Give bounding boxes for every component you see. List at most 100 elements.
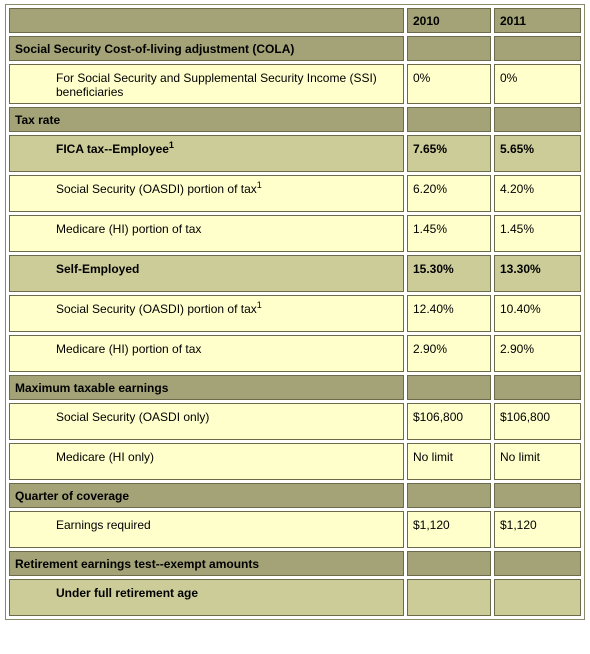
value-cell: [494, 579, 581, 616]
row-label: Social Security (OASDI) portion of tax: [56, 302, 257, 316]
section-blank-cell: [494, 375, 581, 400]
value-cell: $106,800: [407, 403, 491, 440]
section-title: Maximum taxable earnings: [9, 375, 404, 400]
cell-value: 0%: [413, 71, 431, 85]
cell-value: 7.65%: [413, 142, 448, 156]
value-cell: 4.20%: [494, 175, 581, 212]
cell-value: 4.20%: [500, 182, 535, 196]
section-title: Tax rate: [9, 107, 404, 132]
section-blank-cell: [407, 483, 491, 508]
cell-value: $1,120: [413, 518, 450, 532]
cell-value: $106,800: [500, 410, 551, 424]
footnote-marker: 1: [168, 140, 174, 150]
data-row: Social Security (OASDI) portion of tax1 6…: [9, 175, 581, 212]
value-cell: $106,800: [494, 403, 581, 440]
value-cell: 10.40%: [494, 295, 581, 332]
cell-value: 2.90%: [500, 342, 535, 356]
row-label: Medicare (HI) portion of tax: [56, 342, 202, 356]
value-cell: 1.45%: [494, 215, 581, 252]
value-cell: No limit: [494, 443, 581, 480]
section-blank-cell: [407, 375, 491, 400]
section-blank-cell: [494, 36, 581, 61]
section-blank-cell: [494, 107, 581, 132]
cell-value: 12.40%: [413, 302, 454, 316]
section-blank-cell: [407, 107, 491, 132]
row-label-cell: Under full retirement age: [9, 579, 404, 616]
data-row: FICA tax--Employee1 7.65% 5.65%: [9, 135, 581, 172]
value-cell: 0%: [407, 64, 491, 104]
data-row: Under full retirement age: [9, 579, 581, 616]
value-cell: 13.30%: [494, 255, 581, 292]
cell-value: 5.65%: [500, 142, 535, 156]
table-container: 2010 2011 Social Security Cost-of-living a…: [5, 4, 585, 620]
value-cell: No limit: [407, 443, 491, 480]
row-label: Earnings required: [56, 518, 151, 532]
row-label-cell: FICA tax--Employee1: [9, 135, 404, 172]
cell-value: 1.45%: [500, 222, 535, 236]
data-row: Earnings required $1,120 $1,120: [9, 511, 581, 548]
row-label-cell: Self-Employed: [9, 255, 404, 292]
row-label: Under full retirement age: [56, 586, 199, 600]
data-row: Social Security (OASDI only) $106,800 $106…: [9, 403, 581, 440]
row-label: Social Security (OASDI only): [56, 410, 210, 424]
row-label-cell: Social Security (OASDI only): [9, 403, 404, 440]
cell-value: 2.90%: [413, 342, 448, 356]
cell-value: $1,120: [500, 518, 537, 532]
data-row: For Social Security and Supplemental Sec…: [9, 64, 581, 104]
section-blank-cell: [494, 551, 581, 576]
value-cell: $1,120: [494, 511, 581, 548]
section-row: Tax rate: [9, 107, 581, 132]
data-row: Medicare (HI) portion of tax 1.45% 1.45%: [9, 215, 581, 252]
section-row: Maximum taxable earnings: [9, 375, 581, 400]
row-label-cell: For Social Security and Supplemental Sec…: [9, 64, 404, 104]
value-cell: 6.20%: [407, 175, 491, 212]
data-row: Medicare (HI only) No limit No limit: [9, 443, 581, 480]
cell-value: 10.40%: [500, 302, 541, 316]
section-blank-cell: [407, 36, 491, 61]
section-title: Quarter of coverage: [9, 483, 404, 508]
row-label: Medicare (HI) portion of tax: [56, 222, 202, 236]
row-label-cell: Social Security (OASDI) portion of tax1: [9, 295, 404, 332]
cell-value: No limit: [413, 450, 454, 464]
value-cell: 1.45%: [407, 215, 491, 252]
row-label-cell: Earnings required: [9, 511, 404, 548]
section-row: Social Security Cost-of-living adjustmen…: [9, 36, 581, 61]
value-cell: 2.90%: [494, 335, 581, 372]
data-row: Self-Employed 15.30% 13.30%: [9, 255, 581, 292]
cell-value: 13.30%: [500, 262, 541, 276]
data-row: Medicare (HI) portion of tax 2.90% 2.90%: [9, 335, 581, 372]
header-blank-cell: [9, 8, 404, 33]
column-header: 2010: [407, 8, 491, 33]
table-body: 2010 2011 Social Security Cost-of-living a…: [9, 8, 581, 616]
cell-value: No limit: [500, 450, 541, 464]
value-cell: [407, 579, 491, 616]
value-cell: 0%: [494, 64, 581, 104]
row-label-cell: Medicare (HI) portion of tax: [9, 215, 404, 252]
cell-value: 1.45%: [413, 222, 448, 236]
data-table: 2010 2011 Social Security Cost-of-living a…: [5, 4, 585, 620]
section-row: Retirement earnings test--exempt amounts: [9, 551, 581, 576]
row-label-cell: Social Security (OASDI) portion of tax1: [9, 175, 404, 212]
cell-value: $106,800: [413, 410, 464, 424]
section-blank-cell: [407, 551, 491, 576]
row-label-cell: Medicare (HI only): [9, 443, 404, 480]
value-cell: 15.30%: [407, 255, 491, 292]
value-cell: $1,120: [407, 511, 491, 548]
section-title: Retirement earnings test--exempt amounts: [9, 551, 404, 576]
column-header: 2011: [494, 8, 581, 33]
data-row: Social Security (OASDI) portion of tax1 1…: [9, 295, 581, 332]
footnote-marker: 1: [256, 300, 262, 310]
row-label-cell: Medicare (HI) portion of tax: [9, 335, 404, 372]
value-cell: 7.65%: [407, 135, 491, 172]
row-label: Self-Employed: [56, 262, 140, 276]
value-cell: 12.40%: [407, 295, 491, 332]
row-label: Social Security (OASDI) portion of tax: [56, 182, 257, 196]
cell-value: 6.20%: [413, 182, 448, 196]
section-title: Social Security Cost-of-living adjustmen…: [9, 36, 404, 61]
row-label: FICA tax--Employee: [56, 142, 169, 156]
section-blank-cell: [494, 483, 581, 508]
row-label: Medicare (HI only): [56, 450, 155, 464]
value-cell: 5.65%: [494, 135, 581, 172]
footnote-marker: 1: [256, 180, 262, 190]
